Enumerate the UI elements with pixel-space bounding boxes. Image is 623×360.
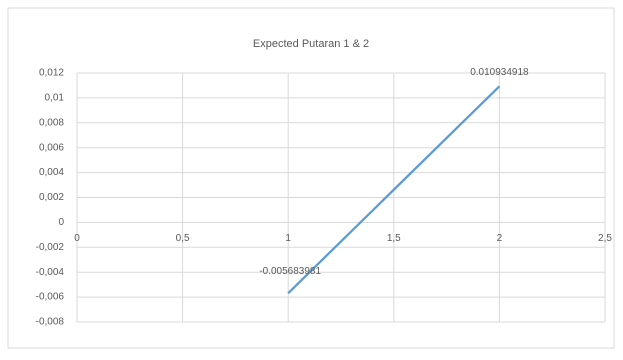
y-tick-label: 0,012	[39, 68, 64, 79]
y-tick-label: 0,006	[39, 142, 64, 153]
y-tick-label: -0,002	[36, 242, 65, 253]
x-tick-label: 2,5	[598, 233, 612, 244]
y-tick-label: 0,002	[39, 192, 64, 203]
y-tick-label: 0,01	[45, 93, 65, 104]
y-tick-label: -0,006	[36, 292, 65, 303]
y-tick-label: -0,004	[36, 267, 65, 278]
y-tick-label: -0,008	[36, 317, 65, 328]
line-series	[287, 85, 501, 294]
y-tick-label: 0	[58, 217, 64, 228]
chart-area	[7, 7, 615, 349]
y-tick-label: 0,004	[39, 167, 64, 178]
x-tick-label: 2	[497, 233, 503, 244]
x-tick-label: 1	[285, 233, 291, 244]
x-tick-label: 0,5	[176, 233, 190, 244]
data-label: -0.005683981	[259, 266, 321, 277]
x-tick-label: 1,5	[387, 233, 401, 244]
data-label: 0.010934918	[470, 67, 529, 78]
chart-title: Expected Putaran 1 & 2	[253, 38, 369, 50]
x-tick-label: 0	[74, 233, 80, 244]
y-tick-label: 0,008	[39, 117, 64, 128]
